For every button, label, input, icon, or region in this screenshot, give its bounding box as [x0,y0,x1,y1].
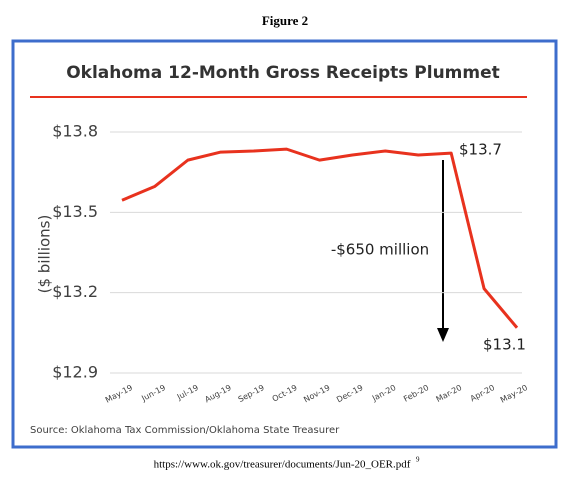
footnote-marker: 9 [416,456,420,464]
y-tick-label: $13.8 [52,122,98,141]
chart-frame [11,39,558,449]
data-line [121,147,519,329]
y-tick-label: $13.5 [52,202,98,221]
annotation: $13.7 [459,141,502,159]
caption: https://www.ok.gov/treasurer/documents/J… [154,459,411,471]
annotation: -$650 million [331,241,429,259]
y-tick-label: $12.9 [52,363,98,382]
annotation: $13.1 [483,336,526,354]
chart-title: Oklahoma 12-Month Gross Receipts Plummet [66,63,500,83]
y-axis-label: ($ billions) [36,215,54,294]
source: Source: Oklahoma Tax Commission/Oklahoma… [30,425,340,436]
figure-label: Figure 2 [262,13,308,28]
arrow-head [437,328,449,342]
y-tick-label: $13.2 [52,282,98,301]
